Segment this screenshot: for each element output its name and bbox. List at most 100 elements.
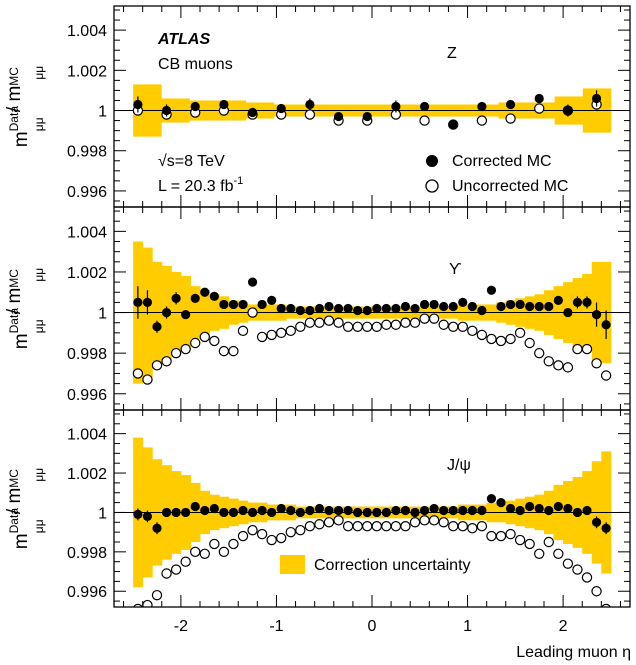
uncorrected-point bbox=[333, 515, 344, 526]
y-axis-label: mData μμ / mMC μμ bbox=[4, 66, 46, 147]
corrected-point bbox=[190, 101, 200, 112]
corrected-point bbox=[572, 297, 583, 308]
corrected-point bbox=[314, 503, 325, 514]
corrected-point bbox=[257, 505, 267, 516]
legend-uncertainty-swatch bbox=[280, 555, 305, 574]
uncorrected-point bbox=[400, 317, 411, 328]
corrected-point bbox=[286, 505, 296, 516]
uncorrected-point bbox=[543, 536, 554, 548]
corrected-point bbox=[314, 303, 325, 314]
x-tick-label: 2 bbox=[559, 618, 568, 635]
uncorrected-point bbox=[295, 524, 306, 536]
corrected-point bbox=[181, 507, 191, 518]
corrected-point bbox=[267, 507, 277, 518]
panel-label-jpsi: J/ψ bbox=[447, 457, 471, 474]
y-axis-label-part: / m bbox=[4, 288, 25, 320]
corrected-point bbox=[228, 507, 239, 518]
uncorrected-point bbox=[390, 521, 402, 532]
corrected-point bbox=[362, 507, 372, 518]
corrected-point bbox=[563, 105, 573, 116]
uncorrected-point bbox=[266, 534, 277, 546]
corrected-point bbox=[333, 111, 344, 122]
corrected-point bbox=[439, 505, 449, 516]
corrected-point bbox=[362, 111, 372, 122]
uncorrected-point bbox=[342, 321, 354, 332]
uncorrected-point bbox=[151, 589, 163, 601]
uncorrected-point bbox=[256, 331, 268, 343]
lumi-label-main: L = 20.3 fb bbox=[158, 178, 234, 195]
uncorrected-point bbox=[314, 519, 325, 530]
corrected-point bbox=[324, 505, 334, 516]
y-axis-label-part: m bbox=[11, 131, 32, 147]
corrected-point bbox=[133, 99, 143, 110]
corrected-point bbox=[161, 307, 172, 318]
corrected-point bbox=[505, 299, 516, 310]
uncorrected-point bbox=[247, 307, 258, 318]
experiment-label: ATLAS bbox=[157, 31, 210, 48]
corrected-point bbox=[400, 301, 411, 312]
corrected-point bbox=[267, 295, 277, 305]
y-tick-label: 0.998 bbox=[67, 545, 107, 562]
corrected-point bbox=[582, 297, 592, 308]
uncorrected-point bbox=[400, 521, 411, 532]
y-tick-label: 0.998 bbox=[67, 346, 107, 363]
corrected-point bbox=[458, 505, 468, 516]
corrected-point bbox=[505, 503, 516, 514]
x-tick-label: 0 bbox=[368, 618, 377, 635]
corrected-point bbox=[142, 297, 153, 308]
corrected-point bbox=[477, 305, 487, 316]
corrected-point bbox=[477, 101, 487, 112]
corrected-point bbox=[467, 505, 477, 516]
corrected-point bbox=[563, 503, 573, 514]
legend-uncertainty-label: Correction uncertainty bbox=[314, 557, 471, 574]
corrected-point bbox=[505, 99, 516, 110]
uncorrected-point bbox=[505, 528, 516, 540]
uncorrected-point bbox=[218, 345, 230, 357]
uncorrected-point bbox=[285, 526, 296, 538]
corrected-point bbox=[276, 303, 286, 314]
y-axis-label: mData μμ / mMC μμ bbox=[4, 468, 46, 549]
corrected-point bbox=[372, 303, 382, 314]
uncorrected-point bbox=[505, 113, 516, 124]
y-axis-label-part: μμ bbox=[32, 468, 46, 482]
uncorrected-point bbox=[419, 115, 430, 126]
uncorrected-point bbox=[572, 564, 583, 575]
corrected-point bbox=[477, 505, 487, 516]
y-axis-label-part: Data bbox=[7, 106, 21, 132]
corrected-point bbox=[591, 93, 602, 104]
uncorrected-point bbox=[133, 603, 143, 607]
y-tick-label: 0.996 bbox=[67, 184, 107, 201]
corrected-point bbox=[544, 505, 554, 516]
uncorrected-point bbox=[381, 319, 392, 330]
x-tick-label: 1 bbox=[463, 618, 472, 635]
corrected-point bbox=[133, 297, 143, 308]
uncorrected-point bbox=[304, 521, 316, 532]
uncorrected-point bbox=[495, 530, 507, 542]
corrected-point bbox=[553, 501, 563, 512]
uncorrected-point bbox=[601, 603, 611, 607]
corrected-point bbox=[467, 301, 477, 312]
uncorrected-point bbox=[151, 360, 163, 371]
corrected-point bbox=[295, 305, 305, 316]
uncorrected-point bbox=[534, 103, 545, 114]
corrected-point bbox=[190, 501, 200, 512]
panel-plot-area-1 bbox=[114, 241, 630, 385]
uncorrected-point bbox=[132, 368, 144, 379]
uncorrected-point bbox=[276, 532, 287, 544]
corrected-point bbox=[448, 119, 458, 130]
corrected-point bbox=[152, 523, 162, 533]
uncorrected-point bbox=[476, 329, 488, 341]
y-axis-label-part: μμ bbox=[32, 268, 46, 282]
y-axis-label-part: Data bbox=[7, 308, 21, 334]
corrected-point bbox=[362, 305, 372, 316]
uncorrected-point bbox=[457, 321, 468, 332]
uncorrected-point bbox=[486, 530, 497, 542]
corrected-point bbox=[572, 507, 583, 518]
corrected-point bbox=[200, 287, 210, 297]
corrected-point bbox=[333, 303, 344, 314]
corrected-point bbox=[391, 505, 401, 516]
corrected-point bbox=[553, 295, 563, 305]
uncorrected-point bbox=[438, 319, 449, 330]
corrected-point bbox=[333, 505, 344, 516]
